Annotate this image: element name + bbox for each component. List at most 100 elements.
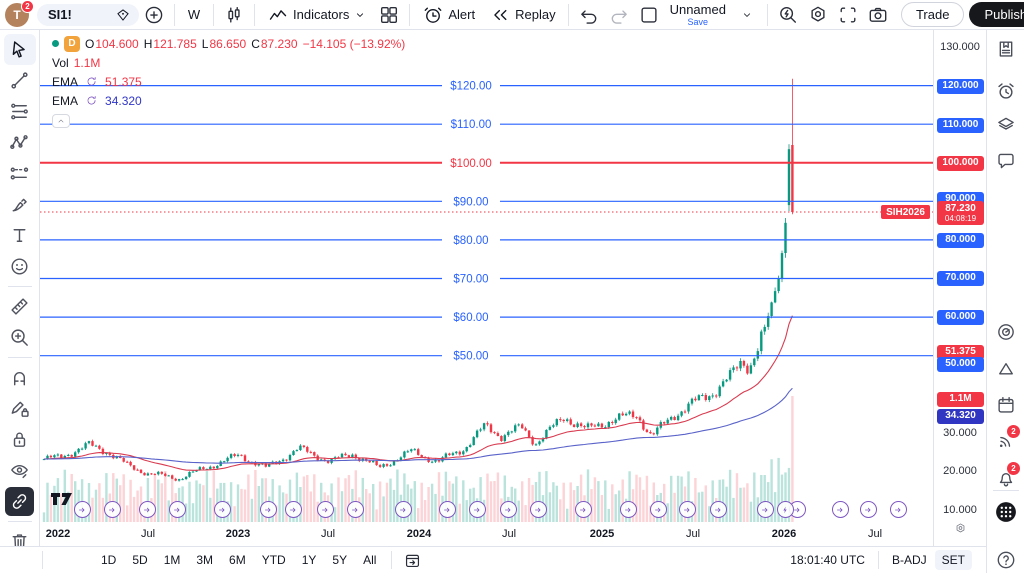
clock[interactable]: 18:01:40 UTC [790, 553, 865, 567]
axis-settings-icon[interactable] [934, 522, 986, 535]
horizontal-line-drawing[interactable]: $60.00 [40, 309, 933, 325]
streams-panel[interactable] [994, 429, 1018, 453]
help-button[interactable] [994, 548, 1018, 572]
layout-name-button[interactable]: Unnamed Save [664, 3, 732, 27]
contract-rollover-marker[interactable] [213, 501, 231, 518]
contract-rollover-marker[interactable] [831, 501, 849, 518]
stay-in-drawing-mode-tool[interactable] [4, 393, 36, 424]
time-axis[interactable]: 2022 Jul 2023 Jul 2024 Jul 2025 Jul 2026 Jul [40, 523, 933, 546]
contract-rollover-marker[interactable] [709, 501, 727, 518]
contract-rollover-marker[interactable] [678, 501, 696, 518]
undo-button[interactable] [574, 1, 604, 29]
watchlist-panel[interactable] [994, 37, 1018, 61]
alerts-panel[interactable] [994, 79, 1018, 103]
horizontal-line-drawing[interactable]: $80.00 [40, 232, 933, 248]
layout-thumbnail-button[interactable] [634, 1, 664, 29]
contract-rollover-marker[interactable] [889, 501, 907, 518]
symbol-search-button[interactable]: SI1! [37, 3, 139, 26]
chart-style-button[interactable] [219, 1, 249, 29]
range-button-1y[interactable]: 1Y [295, 550, 324, 570]
contract-rollover-marker[interactable] [168, 501, 186, 518]
contract-rollover-marker[interactable] [859, 501, 877, 518]
legend-collapse-button[interactable] [52, 114, 70, 128]
forecast-tool[interactable] [4, 158, 36, 189]
range-button-6m[interactable]: 6M [222, 550, 253, 570]
trade-button[interactable]: Trade [900, 2, 965, 27]
save-link[interactable]: Save [687, 16, 709, 27]
contract-rollover-marker[interactable] [103, 501, 121, 518]
horizontal-line-drawing[interactable]: $50.00 [40, 348, 933, 364]
timeframe-button[interactable]: W [180, 1, 208, 29]
ema-line-0[interactable] [43, 315, 793, 471]
range-button-5d[interactable]: 5D [125, 550, 154, 570]
range-button-1m[interactable]: 1M [157, 550, 188, 570]
brush-tool[interactable] [4, 189, 36, 220]
contract-rollover-marker[interactable] [284, 501, 302, 518]
sync-drawings-tool[interactable] [5, 487, 34, 516]
contract-rollover-marker[interactable] [346, 501, 364, 518]
price-axis[interactable]: 130.000 30.000 20.000 10.000 120.000 110.000 1… [933, 30, 986, 546]
pattern-tool[interactable] [4, 127, 36, 158]
contract-rollover-marker[interactable] [756, 501, 774, 518]
horizontal-line-drawing[interactable]: $90.00 [40, 193, 933, 209]
trend-line-tool[interactable] [4, 65, 36, 96]
horizontal-line-drawing[interactable]: $120.00 [40, 78, 933, 94]
indicators-button[interactable]: Indicators [260, 1, 374, 29]
horizontal-line-drawing[interactable]: $110.00 [40, 116, 933, 132]
tradingview-logo[interactable] [48, 491, 78, 512]
cursor-tool[interactable] [3, 34, 36, 65]
redo-button[interactable] [604, 1, 634, 29]
range-button-ytd[interactable]: YTD [255, 550, 293, 570]
range-button-5y[interactable]: 5Y [325, 550, 354, 570]
contract-rollover-marker[interactable] [73, 501, 91, 518]
chart-pane[interactable]: $120.00 $110.00 $100.00 $90.00 $80.00 $70.00 $… [40, 30, 933, 523]
quick-search-button[interactable] [773, 1, 803, 29]
hide-all-drawings-tool[interactable] [4, 455, 36, 486]
timeframe-flag[interactable]: D [64, 35, 80, 52]
contract-rollover-marker[interactable] [394, 501, 412, 518]
contract-rollover-marker[interactable] [499, 501, 517, 518]
session-toggle[interactable]: SET [934, 550, 972, 570]
range-button-1d[interactable]: 1D [94, 550, 123, 570]
contract-rollover-marker[interactable] [468, 501, 486, 518]
range-button-3m[interactable]: 3M [189, 550, 220, 570]
magnet-mode-tool[interactable] [4, 362, 36, 393]
contract-rollover-marker[interactable] [619, 501, 637, 518]
chat-panel[interactable] [994, 149, 1018, 173]
emoji-tool[interactable] [4, 251, 36, 282]
publish-button[interactable]: Publish [969, 2, 1024, 27]
horizontal-line-drawing[interactable]: $70.00 [40, 271, 933, 286]
lightning-marker[interactable] [776, 501, 794, 518]
settings-button[interactable] [803, 1, 833, 29]
notifications-panel[interactable] [994, 466, 1018, 490]
replay-button[interactable]: Replay [482, 1, 562, 29]
snapshot-button[interactable] [863, 1, 893, 29]
ema-line-1[interactable] [43, 387, 793, 464]
contract-rollover-marker[interactable] [529, 501, 547, 518]
contract-rollover-marker[interactable] [649, 501, 667, 518]
user-avatar[interactable]: T 2 [5, 0, 34, 27]
fib-retracement-tool[interactable] [4, 96, 36, 127]
range-button-all[interactable]: All [356, 550, 383, 570]
lock-all-drawings-tool[interactable] [4, 424, 36, 455]
contract-rollover-marker[interactable] [438, 501, 456, 518]
calendar-panel[interactable] [994, 393, 1018, 417]
scorecard-panel[interactable] [994, 320, 1018, 344]
screener-panel[interactable] [994, 357, 1018, 381]
go-to-date-button[interactable] [397, 546, 427, 573]
contract-rollover-marker[interactable] [574, 501, 592, 518]
measure-tool[interactable] [4, 291, 36, 322]
adjustment-toggle[interactable]: B-ADJ [891, 553, 927, 567]
zoom-in-tool[interactable] [4, 322, 36, 353]
alert-button[interactable]: Alert [415, 1, 482, 29]
fullscreen-button[interactable] [833, 1, 863, 29]
horizontal-line-drawing[interactable]: $100.00 [40, 155, 933, 171]
contract-rollover-marker[interactable] [138, 501, 156, 518]
compare-add-symbol-button[interactable] [139, 1, 169, 29]
more-apps-button[interactable] [994, 500, 1018, 524]
text-tool[interactable] [4, 220, 36, 251]
contract-rollover-marker[interactable] [259, 501, 277, 518]
grid-layout-button[interactable] [374, 1, 404, 29]
object-tree-panel[interactable] [994, 113, 1018, 137]
layout-menu-button[interactable] [732, 1, 762, 29]
